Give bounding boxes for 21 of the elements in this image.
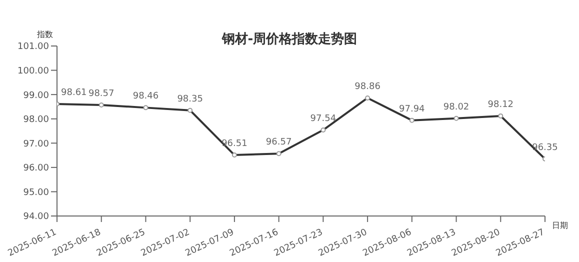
- y-tick-label: 99.00: [23, 90, 50, 101]
- y-tick-label: 94.00: [23, 212, 50, 222]
- data-label: 98.86: [354, 82, 381, 92]
- y-axis-title: 指数: [37, 29, 53, 40]
- data-label: 97.94: [399, 104, 426, 114]
- y-tick-label: 96.00: [23, 164, 50, 174]
- data-label: 96.57: [266, 138, 292, 148]
- y-tick-label: 101.00: [18, 42, 50, 52]
- data-label: 98.46: [132, 92, 159, 102]
- data-label: 98.61: [61, 88, 87, 98]
- data-label: 98.57: [88, 89, 114, 100]
- chart-title: 钢材-周价格指数走势图: [222, 32, 358, 47]
- data-label: 97.54: [310, 114, 336, 124]
- y-tick-label: 100.00: [18, 66, 50, 76]
- data-label: 98.02: [443, 102, 470, 112]
- data-label: 98.35: [177, 94, 203, 104]
- x-axis-title: 日期: [552, 220, 568, 231]
- data-label: 98.12: [488, 100, 514, 110]
- y-tick-label: 98.00: [23, 115, 50, 126]
- y-tick-label: 97.00: [23, 139, 50, 150]
- y-tick-label: 95.00: [23, 188, 50, 198]
